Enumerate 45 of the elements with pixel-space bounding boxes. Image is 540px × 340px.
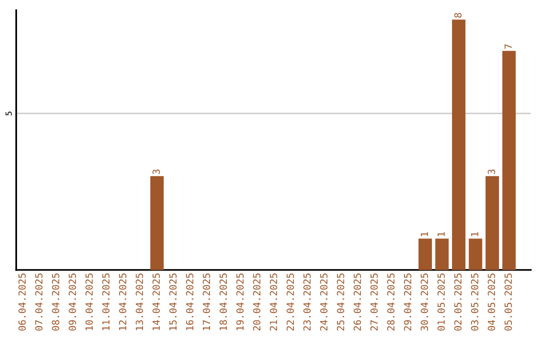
- data-label: 1: [420, 232, 428, 236]
- x-tick-label: 19.04.2025: [236, 274, 244, 330]
- data-label: 3: [152, 170, 160, 174]
- x-tick-label: 03.05.2025: [470, 274, 478, 331]
- x-tick-label: 06.04.2025: [18, 274, 26, 331]
- data-label: 3: [488, 170, 496, 174]
- x-tick-label: 17.04.2025: [202, 274, 210, 330]
- x-tick-label: 10.04.2025: [85, 274, 93, 330]
- x-tick-label: 28.04.2025: [387, 274, 395, 331]
- y-tick-label: 5: [6, 112, 12, 116]
- x-tick-label: 14.04.2025: [152, 274, 160, 330]
- x-tick-label: 15.04.2025: [169, 274, 177, 330]
- x-tick-label: 30.04.2025: [420, 274, 428, 331]
- x-tick-label: 02.05.2025: [454, 274, 462, 331]
- data-label: 7: [504, 44, 512, 49]
- bar: [468, 238, 482, 270]
- x-tick-label: 24.04.2025: [320, 274, 328, 331]
- x-tick-label: 08.04.2025: [52, 274, 60, 331]
- x-tick-label: 29.04.2025: [404, 274, 412, 331]
- x-tick-label: 12.04.2025: [118, 274, 126, 330]
- data-label: 1: [471, 232, 478, 236]
- x-tick-label: 20.04.2025: [253, 274, 260, 331]
- x-tick-label: 01.05.2025: [437, 274, 445, 331]
- x-tick-label: 05.05.2025: [504, 274, 512, 331]
- x-tick-label: 18.04.2025: [220, 274, 227, 330]
- x-tick-label: 27.04.2025: [370, 274, 378, 331]
- x-tick-label: 22.04.2025: [286, 274, 294, 331]
- x-tick-label: 21.04.2025: [270, 274, 278, 331]
- x-tick-label: 25.04.2025: [336, 274, 344, 331]
- x-tick-label: 13.04.2025: [136, 274, 144, 330]
- data-label: 8: [454, 12, 462, 18]
- x-tick-label: 23.04.2025: [303, 274, 311, 331]
- x-tick-label: 16.04.2025: [186, 274, 194, 330]
- x-tick-label: 11.04.2025: [102, 274, 110, 330]
- bar: [452, 20, 466, 270]
- bar: [486, 176, 499, 270]
- bar: [435, 238, 449, 270]
- x-tick-label: 04.05.2025: [488, 274, 496, 331]
- bar: [150, 176, 164, 270]
- x-tick-label: 07.04.2025: [35, 274, 43, 331]
- x-tick-label: 09.04.2025: [68, 274, 76, 331]
- bar: [418, 238, 432, 270]
- x-tick-label: 26.04.2025: [354, 274, 362, 331]
- data-label: 1: [438, 232, 445, 236]
- bar: [502, 50, 516, 270]
